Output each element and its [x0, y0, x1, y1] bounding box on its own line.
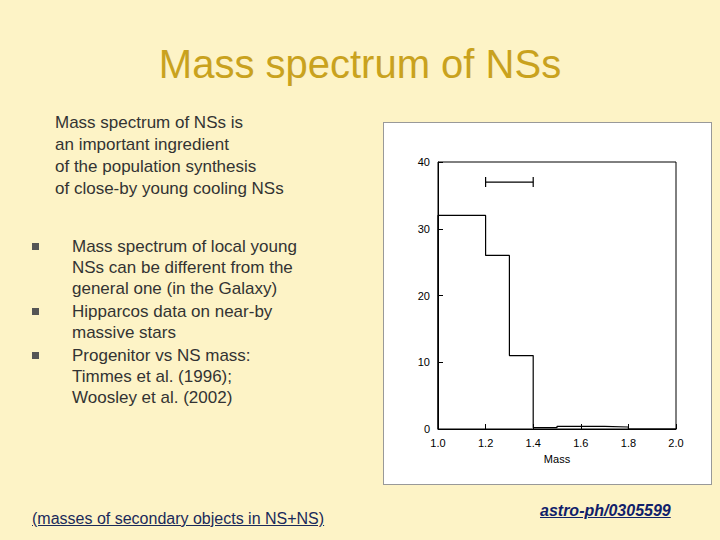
- html-text:(masses of secondary objects i: (masses of secondary objects in NS+NS): [32, 510, 325, 527]
- svg-text:10: 10: [418, 356, 430, 368]
- html-text:Timmes et al. (1996);: Timmes et al. (1996);: [72, 367, 232, 386]
- svg-text:30: 30: [418, 223, 430, 235]
- html-text:Mass spectrum of local young: Mass spectrum of local young: [72, 237, 297, 256]
- svg-text:40: 40: [418, 156, 430, 168]
- html-text:Woosley et al. (2002): Woosley et al. (2002): [72, 388, 233, 407]
- svg-text:20: 20: [418, 290, 430, 302]
- html-text:Mass spectrum of NSs: Mass spectrum of NSs: [158, 42, 562, 86]
- html-text:Progenitor vs NS mass:: Progenitor vs NS mass:: [72, 346, 251, 365]
- svg-text:1.6: 1.6: [573, 437, 588, 449]
- svg-text:1.2: 1.2: [478, 437, 493, 449]
- html-text:an important ingredient: an important ingredient: [55, 135, 229, 154]
- svg-text:1.4: 1.4: [526, 437, 541, 449]
- svg-text:1.0: 1.0: [430, 437, 445, 449]
- html-text:general one (in the Galaxy): general one (in the Galaxy): [72, 279, 278, 298]
- svg-text:Mass: Mass: [544, 453, 571, 465]
- html-text:astro-ph/0305599: astro-ph/0305599: [540, 502, 671, 519]
- html-text:Hipparcos data on near-by: Hipparcos data on near-by: [72, 302, 273, 321]
- html-text:massive stars: massive stars: [72, 323, 176, 342]
- html-text:of close-by young cooling NSs: of close-by young cooling NSs: [55, 179, 284, 198]
- svg-text:0: 0: [424, 423, 430, 435]
- html-text:Mass spectrum of NSs is: Mass spectrum of NSs is: [55, 113, 243, 132]
- svg-text:1.8: 1.8: [621, 437, 636, 449]
- svg-text:2.0: 2.0: [668, 437, 683, 449]
- html-text:of the population synthesis: of the population synthesis: [55, 157, 257, 176]
- html-text:NSs can be different from the: NSs can be different from the: [72, 258, 293, 277]
